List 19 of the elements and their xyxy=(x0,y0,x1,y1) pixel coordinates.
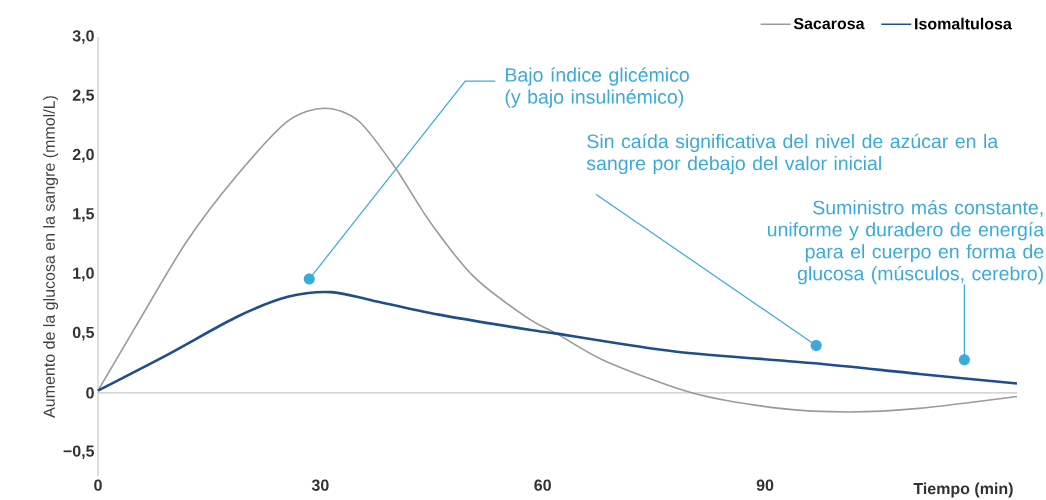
y-tick-label: −0,5 xyxy=(63,445,95,460)
y-tick-label: 2,0 xyxy=(72,148,94,163)
legend-label: Isomaltulosa xyxy=(915,17,1012,30)
x-tick-label: 60 xyxy=(534,479,551,491)
x-axis-title: Tiempo (min) xyxy=(913,482,1013,498)
y-tick-label: 3,0 xyxy=(72,30,94,44)
y-tick-label: 0 xyxy=(86,387,94,399)
annotation: Suministro más constante, uniforme y duradero de energía para el cuerpo en forma de glucosa (músculos, cerebro) xyxy=(767,199,1045,285)
annotation: Bajo índice glicémico (y bajo insulinémico) xyxy=(505,67,689,108)
y-tick-label: 1,5 xyxy=(73,208,95,222)
y-axis-title: Aumento de la glucosa en la sangre (mmol/L) xyxy=(43,96,59,418)
line-series xyxy=(96,290,1019,392)
y-tick-label: 0,5 xyxy=(72,326,95,341)
y-tick-label: 1,0 xyxy=(73,267,94,282)
legend-label: Sacarosa xyxy=(793,17,865,30)
annotation: Sin caída significativa del nivel de azúcar en la sangre por debajo del valor inicial xyxy=(586,133,999,175)
y-tick-label: 2,5 xyxy=(72,89,95,104)
x-tick-label: 90 xyxy=(756,479,774,491)
x-tick-label: 30 xyxy=(311,479,329,491)
